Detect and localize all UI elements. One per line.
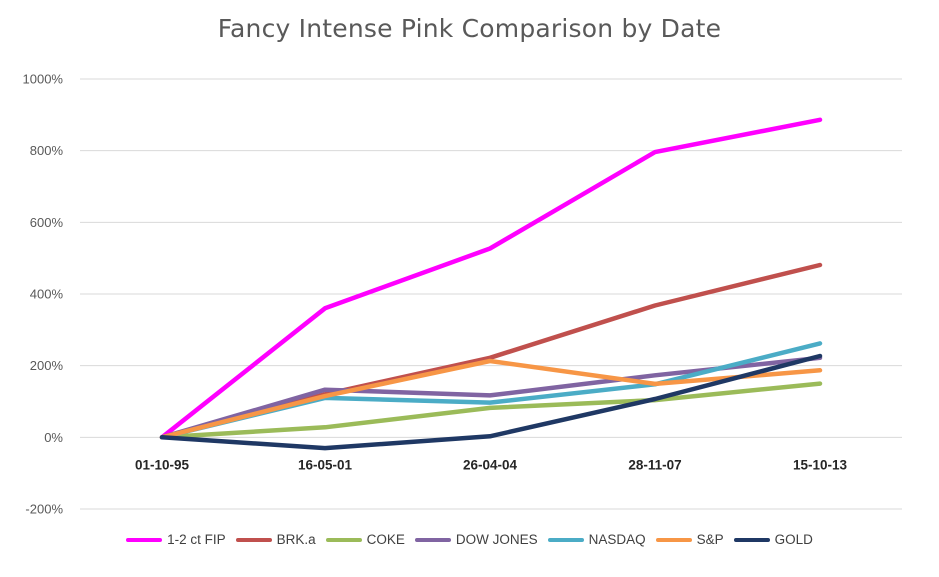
y-tick-label: 800%: [30, 143, 64, 158]
y-tick-label: 1000%: [23, 72, 64, 87]
x-tick-label: 01-10-95: [135, 457, 190, 472]
legend: 1-2 ct FIP BRK.a COKE DOW JONES NASDAQ S&P GOL…: [0, 532, 939, 547]
legend-item: 1-2 ct FIP: [126, 532, 226, 547]
chart-title: Fancy Intense Pink Comparison by Date: [217, 14, 722, 43]
y-axis-ticks: -200% 0% 200% 400% 600% 800% 1000%: [23, 72, 64, 517]
series-line-1-2-ct-fip: [159, 117, 823, 440]
legend-item: COKE: [325, 532, 405, 547]
series-line-s-p: [159, 358, 823, 440]
legend-swatch: [733, 537, 770, 542]
x-axis-ticks: 01-10-95 16-05-01 26-04-04 28-11-07 15-10-13: [135, 457, 848, 472]
legend-item: DOW JONES: [414, 532, 538, 547]
x-tick-label: 26-04-04: [463, 457, 518, 472]
legend-item: S&P: [655, 532, 724, 547]
legend-item: GOLD: [733, 532, 813, 547]
legend-swatch: [655, 537, 692, 542]
series-line-gold: [159, 353, 823, 451]
x-tick-label: 16-05-01: [298, 457, 353, 472]
y-tick-label: 0%: [44, 430, 63, 445]
legend-label: NASDAQ: [588, 532, 646, 547]
legend-swatch: [325, 537, 362, 542]
series-lines: [159, 117, 823, 451]
legend-item: NASDAQ: [547, 532, 646, 547]
legend-label: 1-2 ct FIP: [167, 532, 226, 547]
legend-label: S&P: [696, 532, 724, 547]
y-tick-label: 400%: [30, 287, 64, 302]
legend-label: GOLD: [774, 532, 813, 547]
y-tick-label: -200%: [25, 502, 63, 517]
legend-label: COKE: [366, 532, 405, 547]
x-tick-label: 28-11-07: [628, 457, 681, 472]
y-tick-label: 600%: [30, 215, 64, 230]
series-line-coke: [159, 381, 823, 440]
legend-label: BRK.a: [276, 532, 316, 547]
legend-swatch: [414, 537, 451, 542]
legend-item: BRK.a: [235, 532, 316, 547]
gridlines: [80, 78, 902, 510]
legend-swatch: [547, 537, 584, 542]
legend-swatch: [235, 537, 272, 542]
legend-swatch: [126, 537, 163, 542]
legend-label: DOW JONES: [455, 532, 538, 547]
y-tick-label: 200%: [30, 358, 64, 373]
x-tick-label: 15-10-13: [793, 457, 848, 472]
